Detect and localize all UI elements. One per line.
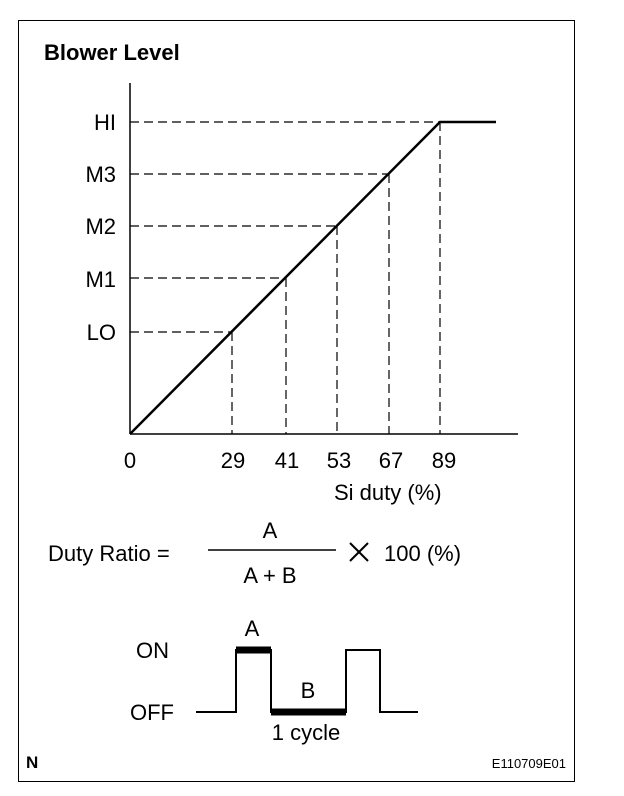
x-tick-53: 53 [327, 448, 351, 473]
figure-frame [18, 20, 575, 782]
formula-numerator: A [263, 518, 278, 543]
x-tick-29: 29 [221, 448, 245, 473]
off-label: OFF [130, 700, 174, 725]
chart-title: Blower Level [44, 40, 180, 65]
duty-guides [231, 122, 441, 434]
x-tick-89: 89 [432, 448, 456, 473]
formula-denominator: A + B [243, 563, 296, 588]
x-axis-label: Si duty (%) [334, 480, 442, 505]
y-label-lo: LO [87, 320, 116, 345]
cycle-label: 1 cycle [272, 720, 340, 745]
on-label: ON [136, 638, 169, 663]
y-label-m1: M1 [85, 267, 116, 292]
figure-code: E110709E01 [492, 756, 566, 771]
corner-letter: N [26, 753, 38, 772]
x-tick-41: 41 [275, 448, 299, 473]
y-label-m2: M2 [85, 214, 116, 239]
blower-level-line [129, 120, 496, 435]
formula-rhs: 100 (%) [384, 541, 461, 566]
level-guides [130, 121, 440, 333]
pulse-b-label: B [301, 678, 316, 703]
x-origin-label: 0 [124, 448, 136, 473]
pulse-a-label: A [245, 616, 260, 641]
x-tick-67: 67 [379, 448, 403, 473]
formula-lhs: Duty Ratio = [48, 541, 170, 566]
y-label-hi: HI [94, 110, 116, 135]
y-label-m3: M3 [85, 162, 116, 187]
multiply-icon [349, 542, 369, 562]
